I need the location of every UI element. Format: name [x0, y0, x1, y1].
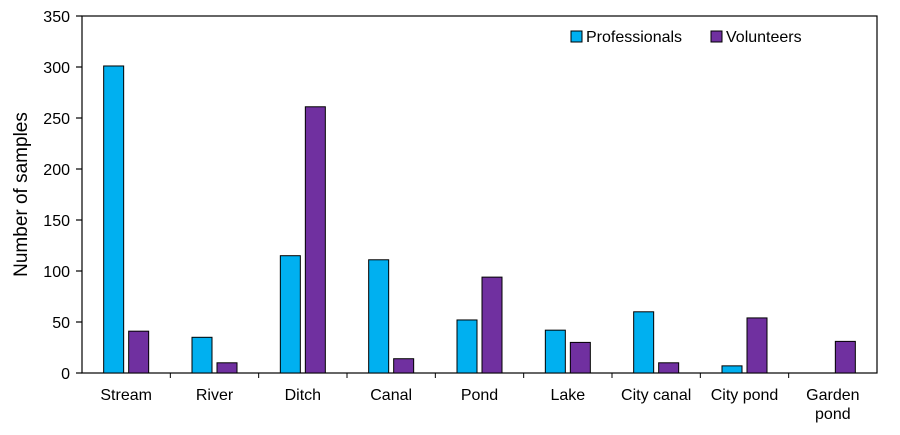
x-tick-label-line: Lake: [550, 387, 585, 404]
bar-volunteers-river: [216, 362, 238, 374]
x-tick-label: Canal: [370, 387, 412, 404]
bar-volunteers-city-pond: [746, 317, 768, 374]
x-tick-label-line: River: [196, 387, 234, 404]
y-tick-label: 0: [61, 366, 70, 383]
x-tick-label-line: Garden: [806, 387, 859, 404]
bar-professionals-canal: [368, 259, 390, 374]
bar-professionals-river: [191, 336, 213, 374]
bar-professionals-lake: [544, 329, 566, 374]
x-tick-label-line: Canal: [370, 387, 412, 404]
axes-layer: [76, 15, 878, 378]
x-tick-label-line: Stream: [100, 387, 152, 404]
bar-professionals-city-canal: [633, 311, 655, 374]
bar-professionals-ditch: [279, 255, 301, 374]
y-tick-label: 200: [43, 162, 70, 179]
x-tick-label: City canal: [621, 387, 691, 404]
legend-label-professionals: Professionals: [586, 29, 682, 46]
y-tick-label: 300: [43, 60, 70, 77]
legend-swatch-professionals: [570, 30, 583, 43]
x-tick-label-line: City pond: [711, 387, 779, 404]
legend: Professionals Volunteers: [570, 29, 802, 46]
bar-volunteers-stream: [128, 330, 150, 374]
x-tick-label: Stream: [100, 387, 152, 404]
bars-layer: [103, 65, 856, 374]
x-tick-label-line: pond: [815, 406, 851, 423]
y-tick-label: 250: [43, 111, 70, 128]
bar-professionals-stream: [103, 65, 125, 374]
bar-professionals-pond: [456, 319, 478, 374]
x-tick-label-line: City canal: [621, 387, 691, 404]
x-tick-label: Pond: [461, 387, 498, 404]
x-tick-label: River: [196, 387, 234, 404]
bar-professionals-city-pond: [721, 365, 743, 374]
y-tick-label: 150: [43, 213, 70, 230]
labels-layer: 0 50 100 150 200 250 300 350 Number of samples St…: [11, 9, 860, 423]
bar-volunteers-canal: [393, 358, 415, 374]
plot-frame: [81, 15, 878, 374]
bar-volunteers-ditch: [304, 106, 326, 374]
legend-label-volunteers: Volunteers: [726, 29, 802, 46]
bar-volunteers-pond: [481, 276, 503, 374]
bar-volunteers-garden-pond: [834, 340, 856, 374]
y-axis-label: Number of samples: [11, 112, 32, 277]
x-tick-label: Ditch: [285, 387, 321, 404]
x-tick-label: Garden pond: [806, 387, 859, 423]
x-tick-label-line: Pond: [461, 387, 498, 404]
x-tick-label-line: Ditch: [285, 387, 321, 404]
y-tick-label: 100: [43, 264, 70, 281]
y-tick-label: 50: [52, 315, 70, 332]
x-tick-label: City pond: [711, 387, 779, 404]
y-tick-label: 350: [43, 9, 70, 26]
bar-volunteers-lake: [569, 341, 591, 374]
legend-swatch-volunteers: [710, 30, 723, 43]
bar-volunteers-city-canal: [658, 362, 680, 374]
x-tick-label: Lake: [550, 387, 585, 404]
